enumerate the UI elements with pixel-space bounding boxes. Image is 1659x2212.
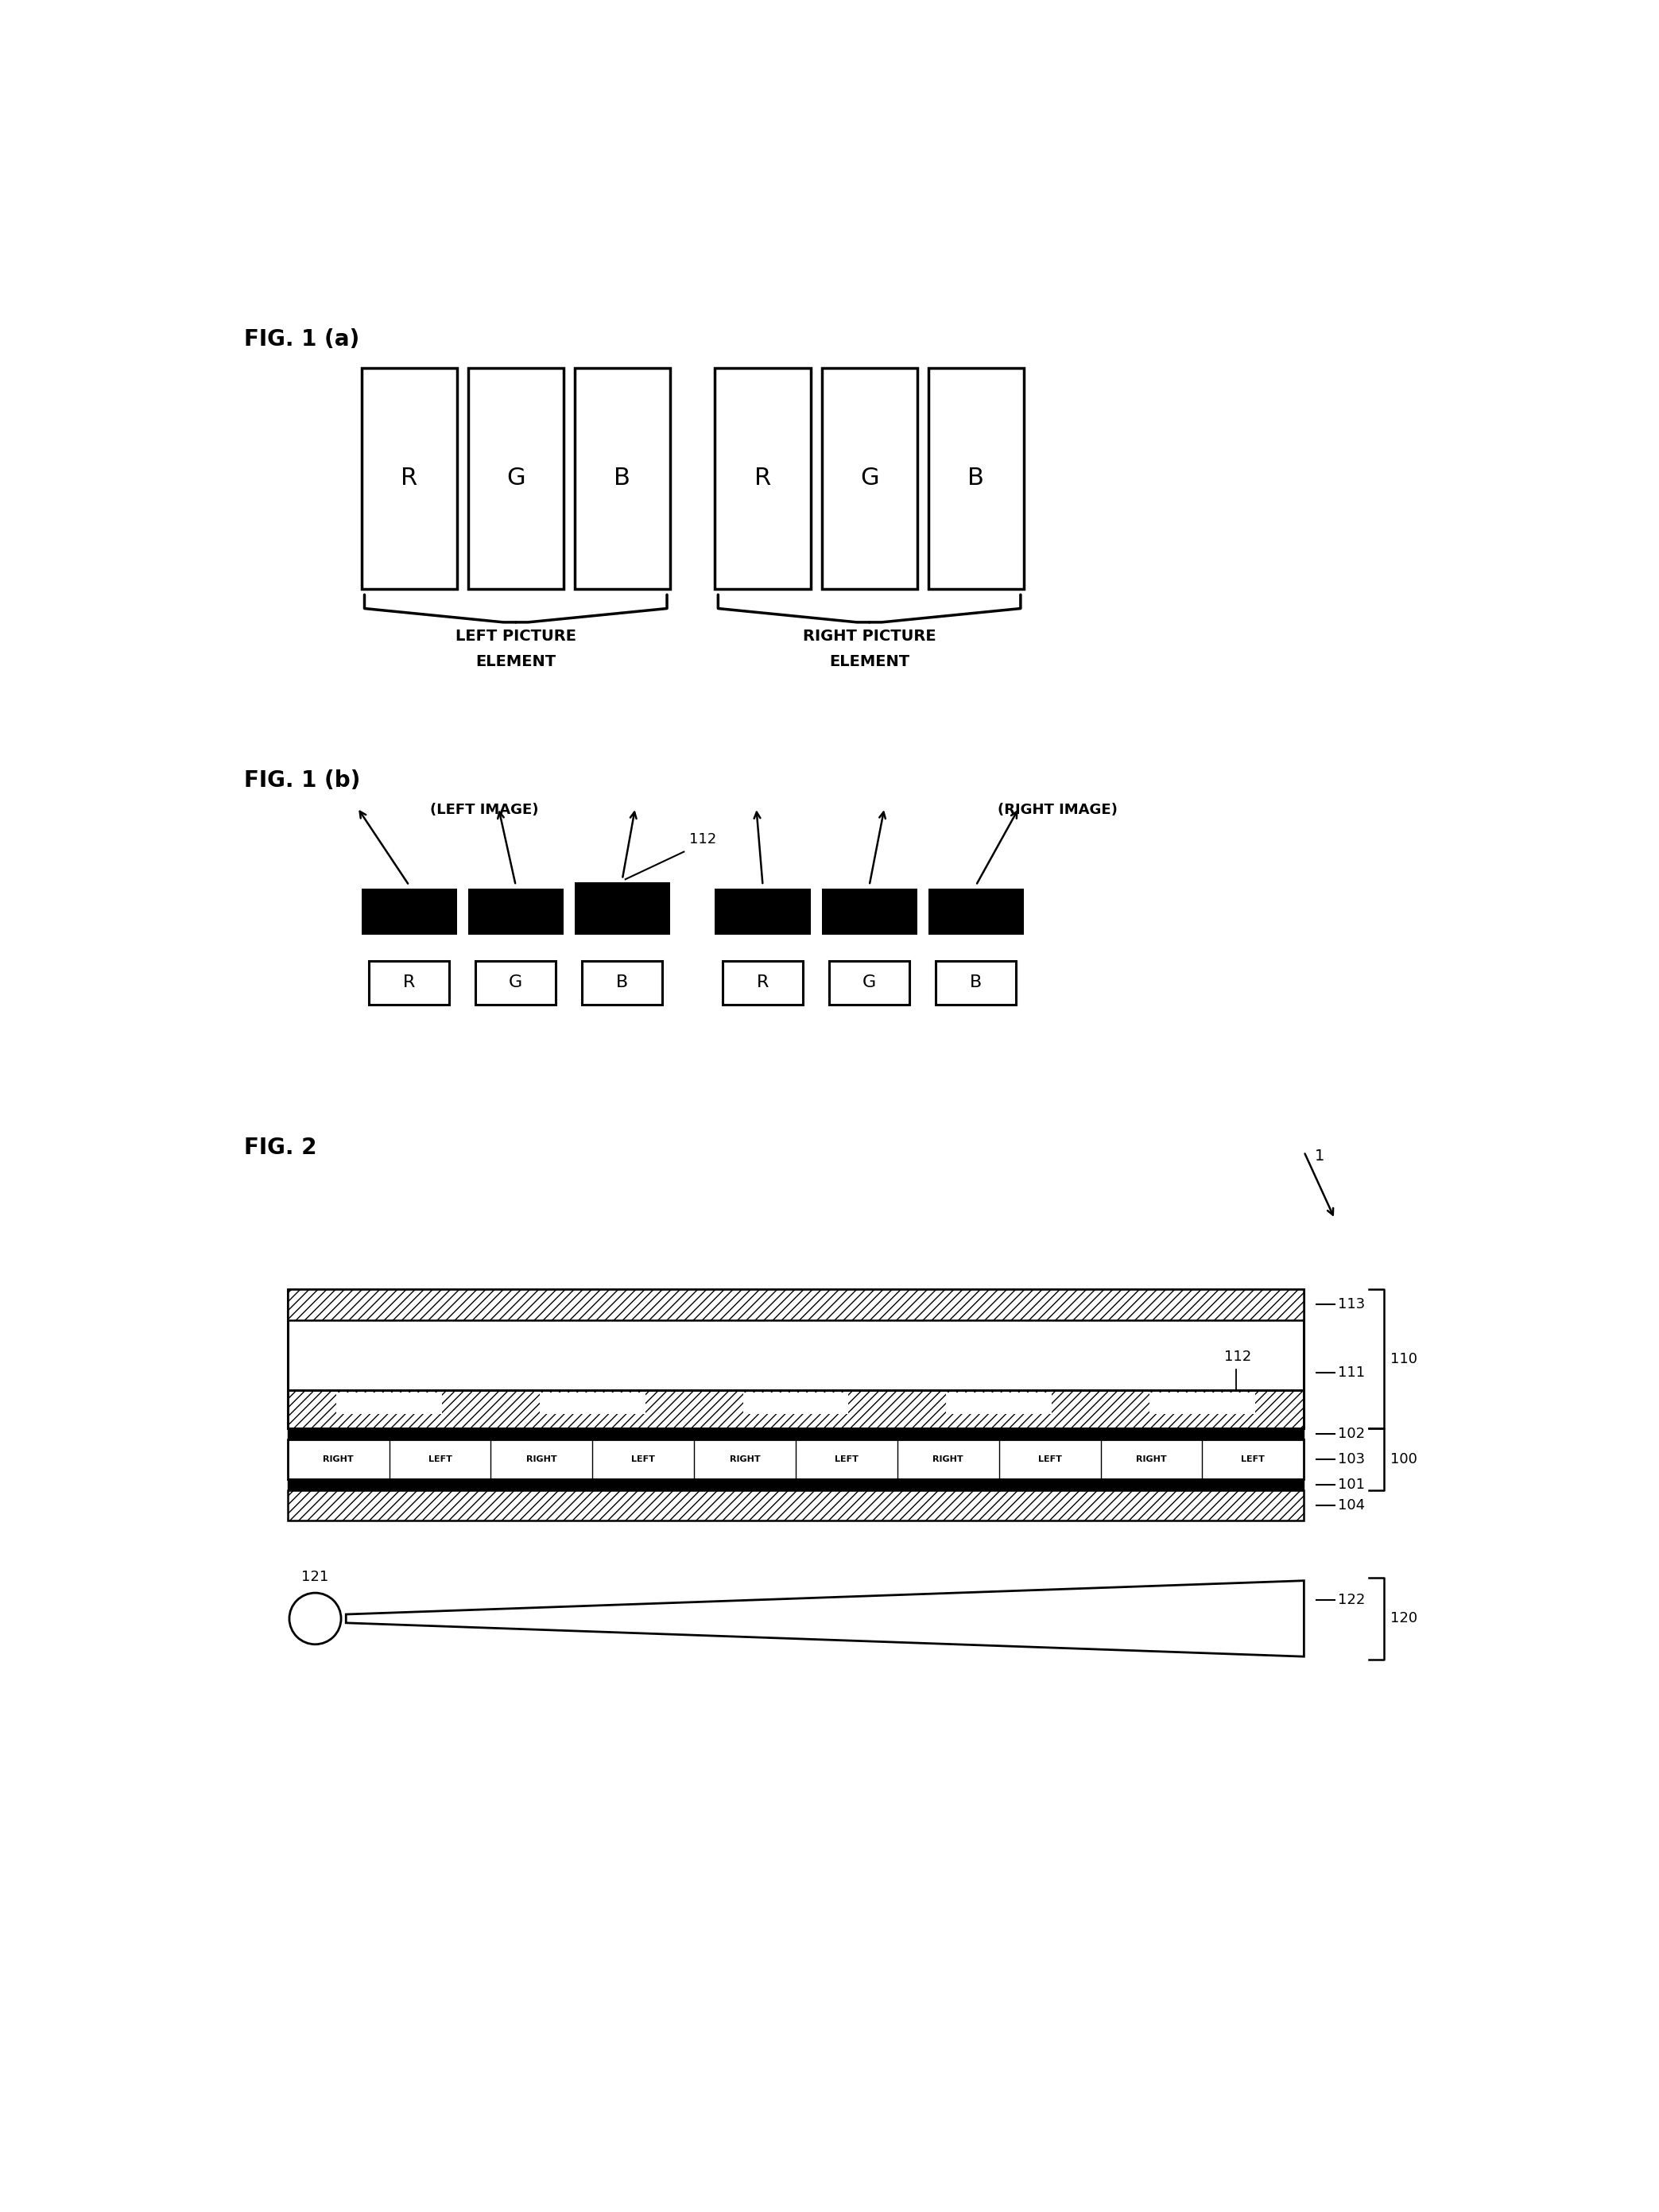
- Text: 112: 112: [688, 832, 717, 847]
- Bar: [829, 960, 909, 1004]
- Text: B: B: [967, 467, 984, 489]
- Bar: [946, 1394, 1052, 1413]
- Bar: [723, 960, 803, 1004]
- Text: 104: 104: [1337, 1498, 1365, 1513]
- Bar: [743, 1394, 848, 1413]
- Bar: [337, 1394, 441, 1413]
- Bar: [287, 1440, 1304, 1480]
- Bar: [476, 960, 556, 1004]
- Bar: [468, 889, 564, 933]
- Text: 100: 100: [1390, 1451, 1417, 1467]
- Bar: [468, 367, 564, 588]
- Bar: [574, 883, 670, 933]
- Text: LEFT PICTURE: LEFT PICTURE: [455, 628, 576, 644]
- Circle shape: [289, 1593, 342, 1644]
- Text: FIG. 1 (a): FIG. 1 (a): [244, 327, 360, 352]
- Bar: [287, 1491, 1304, 1520]
- Text: RIGHT PICTURE: RIGHT PICTURE: [803, 628, 936, 644]
- Text: R: R: [401, 467, 418, 489]
- Bar: [936, 960, 1015, 1004]
- Text: ELEMENT: ELEMENT: [829, 655, 909, 670]
- Text: 120: 120: [1390, 1613, 1417, 1626]
- Text: B: B: [615, 975, 629, 991]
- Bar: [287, 1290, 1304, 1429]
- Text: RIGHT: RIGHT: [526, 1455, 557, 1462]
- Text: 122: 122: [1337, 1593, 1365, 1608]
- Text: (RIGHT IMAGE): (RIGHT IMAGE): [997, 803, 1118, 816]
- Text: LEFT: LEFT: [834, 1455, 858, 1462]
- Text: G: G: [859, 467, 879, 489]
- Bar: [582, 960, 662, 1004]
- Bar: [287, 1429, 1304, 1440]
- Text: 101: 101: [1337, 1478, 1365, 1491]
- Text: RIGHT: RIGHT: [324, 1455, 353, 1462]
- Text: LEFT: LEFT: [1039, 1455, 1062, 1462]
- Text: B: B: [614, 467, 630, 489]
- Polygon shape: [347, 1582, 1304, 1657]
- Text: FIG. 1 (b): FIG. 1 (b): [244, 770, 360, 792]
- Text: 1: 1: [1316, 1148, 1326, 1164]
- Bar: [287, 1391, 1304, 1429]
- Text: 110: 110: [1390, 1352, 1417, 1367]
- Text: LEFT: LEFT: [632, 1455, 655, 1462]
- Text: G: G: [509, 975, 523, 991]
- Text: RIGHT: RIGHT: [932, 1455, 964, 1462]
- Text: LEFT: LEFT: [1241, 1455, 1266, 1462]
- Bar: [287, 1391, 1304, 1429]
- Bar: [927, 367, 1024, 588]
- Text: LEFT: LEFT: [428, 1455, 451, 1462]
- Bar: [287, 1290, 1304, 1321]
- Bar: [821, 367, 917, 588]
- Text: RIGHT: RIGHT: [730, 1455, 760, 1462]
- Bar: [287, 1480, 1304, 1491]
- Bar: [715, 367, 811, 588]
- Text: R: R: [755, 467, 771, 489]
- Bar: [927, 889, 1024, 933]
- Text: G: G: [506, 467, 526, 489]
- Text: 112: 112: [1224, 1349, 1251, 1365]
- Bar: [574, 367, 670, 588]
- Text: R: R: [403, 975, 415, 991]
- Text: 102: 102: [1337, 1427, 1365, 1440]
- Text: B: B: [971, 975, 982, 991]
- Text: 111: 111: [1337, 1365, 1365, 1380]
- Bar: [821, 889, 917, 933]
- Bar: [362, 889, 456, 933]
- Text: 121: 121: [302, 1571, 328, 1584]
- Text: ELEMENT: ELEMENT: [476, 655, 556, 670]
- Bar: [368, 960, 450, 1004]
- Text: 103: 103: [1337, 1451, 1365, 1467]
- Text: (LEFT IMAGE): (LEFT IMAGE): [430, 803, 539, 816]
- Text: FIG. 2: FIG. 2: [244, 1137, 317, 1159]
- Bar: [715, 889, 811, 933]
- Text: RIGHT: RIGHT: [1136, 1455, 1166, 1462]
- Bar: [1150, 1394, 1256, 1413]
- Text: G: G: [863, 975, 876, 991]
- Bar: [362, 367, 456, 588]
- Text: 113: 113: [1337, 1298, 1365, 1312]
- Text: R: R: [757, 975, 768, 991]
- Bar: [539, 1394, 645, 1413]
